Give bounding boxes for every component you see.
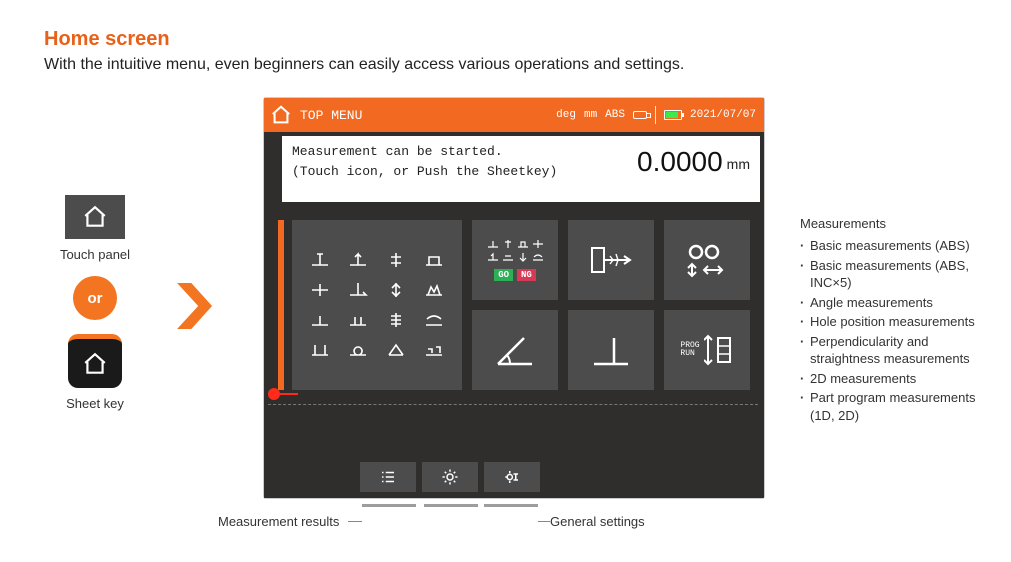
glyph-icon [306,309,334,331]
glyph-icon [532,252,544,262]
tile-perpendicularity[interactable] [568,310,654,390]
sheet-key-label: Sheet key [66,396,124,411]
list-item: Part program measurements (1D, 2D) [800,389,990,424]
device-screen: TOP MENU deg mm ABS 2021/07/07 Measureme… [264,98,764,498]
measurements-heading: Measurements [800,216,990,231]
glyph-icon [517,239,529,249]
glyph-icon [382,279,410,301]
measurements-items: Basic measurements (ABS) Basic measureme… [800,237,990,424]
list-item: 2D measurements [800,370,990,388]
list-item: Basic measurements (ABS) [800,237,990,255]
readout-message: Measurement can be started. (Touch icon,… [292,142,557,196]
glyph-icon [420,309,448,331]
touch-panel-button[interactable] [65,195,125,239]
status-length-unit: mm [584,109,597,121]
glyph-icon [306,339,334,361]
glyph-icon [344,249,372,271]
glyph-icon [382,249,410,271]
top-bar: TOP MENU deg mm ABS 2021/07/07 [264,98,764,132]
callout-line [424,504,478,507]
tile-2d-measurements[interactable] [664,220,750,300]
arrow-icon: ❯ [167,275,221,329]
glyph-icon [502,252,514,262]
glyph-icon [344,339,372,361]
glyph-icon [382,309,410,331]
readout-line-1: Measurement can be started. [292,142,557,162]
run-label: RUN [680,350,699,358]
tile-basic-measurements[interactable] [292,220,462,390]
list-icon [379,468,397,486]
tile-angle-measurements[interactable] [472,310,558,390]
gear-adjust-icon [503,468,521,486]
perpendicular-icon [586,328,636,372]
home-icon[interactable] [270,104,292,126]
tile-part-program[interactable]: PROG RUN [664,310,750,390]
status-angle-unit: deg [556,109,576,121]
hole-position-icon [586,238,636,282]
settings-adjust-button[interactable] [484,462,540,492]
status-date: 2021/07/07 [690,109,756,121]
results-callout-label: Measurement results [218,514,339,529]
page-title: Home screen [44,28,170,51]
glyph-icon [344,309,372,331]
key-icon [633,111,647,119]
tile-basic-abs-inc[interactable]: GO NG [472,220,558,300]
callout-connector [538,521,550,522]
glyph-icon [420,279,448,301]
indicator-dot [268,388,280,400]
glyph-icon [382,339,410,361]
readout-line-2: (Touch icon, or Push the Sheetkey) [292,162,557,182]
glyph-icon [487,252,499,262]
ng-badge: NG [517,269,536,281]
or-badge: or [73,276,117,320]
gear-icon [441,468,459,486]
callout-line [484,504,538,507]
glyph-icon [306,249,334,271]
list-item: Angle measurements [800,294,990,312]
prog-run-icon [704,332,734,368]
tile-grid: GO NG [292,220,750,390]
battery-icon [664,110,682,120]
home-icon [82,204,108,230]
glyph-icon [306,279,334,301]
divider [655,106,656,124]
home-icon [82,351,108,377]
dashed-separator [268,404,758,405]
list-item: Hole position measurements [800,313,990,331]
bottom-toolbar [264,456,764,498]
indicator-line [280,393,298,395]
status-mode: ABS [605,109,625,121]
glyph-icon [420,339,448,361]
settings-button[interactable] [422,462,478,492]
accent-strip [278,220,284,390]
glyph-icon [517,252,529,262]
go-badge: GO [494,269,513,281]
glyph-icon [532,239,544,249]
glyph-icon [344,279,372,301]
input-options-column: Touch panel or Sheet key [50,195,140,411]
measurements-list: Measurements Basic measurements (ABS) Ba… [800,216,990,426]
sheet-key-button[interactable] [68,334,122,388]
angle-icon [490,328,540,372]
list-item: Basic measurements (ABS, INC×5) [800,257,990,292]
menu-title: TOP MENU [300,108,362,123]
readout-value: 0.0000 [637,146,723,178]
list-item: Perpendicularity and straightness measur… [800,333,990,368]
callout-connector [348,521,362,522]
measurement-glyph-grid [306,249,448,361]
content-area: GO NG [264,202,764,456]
2d-icon [682,238,732,282]
readout-unit: mm [727,156,750,172]
callout-line [362,504,416,507]
settings-callout-label: General settings [550,514,645,529]
readout-panel: Measurement can be started. (Touch icon,… [282,136,760,202]
page-subtitle: With the intuitive menu, even beginners … [44,56,684,74]
glyph-icon [502,239,514,249]
tile-hole-position[interactable] [568,220,654,300]
glyph-icon [487,239,499,249]
results-button[interactable] [360,462,416,492]
touch-panel-label: Touch panel [60,247,130,262]
glyph-icon [420,249,448,271]
